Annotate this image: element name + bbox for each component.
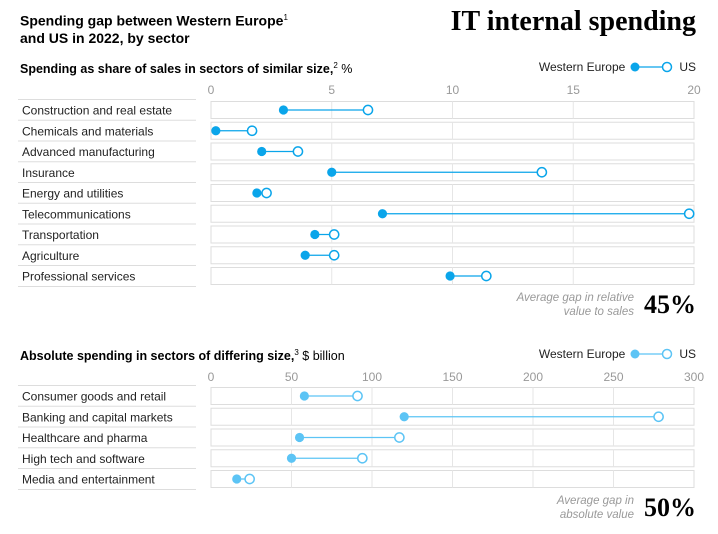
category-label: Healthcare and pharma <box>22 431 148 445</box>
point-us <box>362 104 374 116</box>
note-line1: Average gap in relative <box>516 292 634 304</box>
x-tick-label: 15 <box>567 83 581 97</box>
point-us <box>246 125 258 137</box>
footnote-marker: 3 <box>294 348 299 357</box>
x-tick-label: 200 <box>523 370 543 384</box>
note-line1: Average gap in <box>556 495 634 507</box>
point-western-europe <box>294 432 305 443</box>
point-western-europe <box>299 391 309 401</box>
x-tick-label: 20 <box>687 83 701 97</box>
category-label: High tech and software <box>22 452 145 466</box>
point-us <box>261 187 272 199</box>
x-tick-label: 150 <box>442 370 462 384</box>
x-tick-label: 50 <box>285 370 299 384</box>
point-us <box>536 166 548 178</box>
x-tick-label: 5 <box>328 83 335 97</box>
chart1-title: Spending as share of sales in sectors of… <box>20 61 352 76</box>
figure-title: Spending gap between Western Europe1 and … <box>20 9 340 47</box>
chart1-note: Average gap in relative value to sales <box>517 291 634 319</box>
category-label: Chemicals and materials <box>22 124 153 138</box>
legend-dumbbell-icon <box>630 61 673 73</box>
legend-western-europe: Western Europe <box>538 347 626 361</box>
point-western-europe <box>377 209 388 219</box>
point-western-europe <box>445 271 455 281</box>
category-label: Transportation <box>22 228 99 242</box>
point-us <box>394 432 405 443</box>
chart2-title-text: Absolute spending in sectors of differin… <box>20 349 295 364</box>
legend-dumbbell-icon <box>630 348 673 360</box>
point-western-europe <box>252 188 262 198</box>
footnote-marker: 1 <box>283 13 288 22</box>
point-us <box>244 473 255 485</box>
point-us <box>292 146 304 157</box>
point-us <box>356 452 368 464</box>
category-label: Banking and capital markets <box>22 410 173 424</box>
chart1-gap-value: 45% <box>644 290 696 319</box>
category-label: Consumer goods and retail <box>22 390 166 404</box>
brand-heading: IT internal spending <box>450 6 696 37</box>
legend-us: US <box>679 347 696 361</box>
point-us <box>352 390 363 402</box>
point-western-europe <box>310 229 320 240</box>
point-us <box>328 229 340 240</box>
point-us <box>480 270 492 282</box>
point-western-europe <box>399 412 409 422</box>
footnote-marker: 2 <box>333 61 338 70</box>
title-line2: and US in 2022, by sector <box>20 29 190 46</box>
point-western-europe <box>286 453 297 463</box>
note-line2: absolute value <box>559 509 634 521</box>
chart2-title: Absolute spending in sectors of differin… <box>20 348 345 363</box>
point-us <box>653 411 664 423</box>
chart2-legend: Western Europe US <box>539 347 696 361</box>
chart1-title-text: Spending as share of sales in sectors of… <box>20 62 334 77</box>
x-tick-label: 0 <box>208 370 215 384</box>
point-western-europe <box>257 146 267 157</box>
x-tick-label: 100 <box>362 370 382 384</box>
category-label: Professional services <box>22 270 135 284</box>
category-label: Agriculture <box>22 249 80 263</box>
category-label: Media and entertainment <box>22 473 155 487</box>
chart1-legend: Western Europe US <box>539 60 696 74</box>
point-western-europe <box>327 167 337 177</box>
note-line2: value to sales <box>563 306 634 318</box>
x-tick-label: 250 <box>603 370 623 384</box>
chart2-note: Average gap in absolute value <box>557 494 634 522</box>
chart2-gap-value: 50% <box>644 493 696 522</box>
point-western-europe <box>278 105 289 115</box>
point-western-europe <box>300 250 310 260</box>
category-label: Insurance <box>22 166 75 180</box>
legend-us: US <box>679 60 696 74</box>
chart2-unit: $ billion <box>302 349 345 364</box>
x-tick-label: 300 <box>684 370 704 384</box>
category-label: Advanced manufacturing <box>22 145 155 159</box>
chart1-unit: % <box>341 62 353 77</box>
legend-western-europe: Western Europe <box>538 60 626 74</box>
point-western-europe <box>211 126 221 136</box>
x-tick-label: 0 <box>208 83 215 97</box>
point-us <box>683 208 695 220</box>
point-us <box>328 249 340 261</box>
point-western-europe <box>232 474 242 484</box>
category-label: Construction and real estate <box>22 104 172 118</box>
title-line1: Spending gap between Western Europe <box>20 12 284 29</box>
x-tick-label: 10 <box>446 83 460 97</box>
category-label: Energy and utilities <box>22 187 123 201</box>
category-label: Telecommunications <box>22 207 131 221</box>
